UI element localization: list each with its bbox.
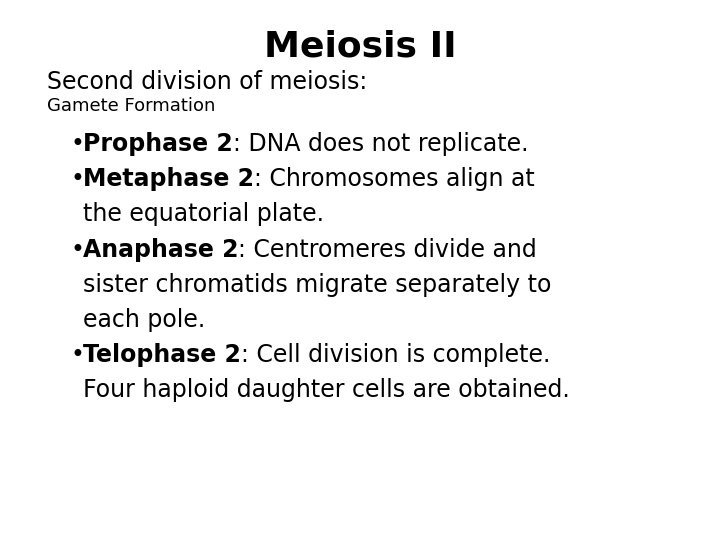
Text: •: •	[71, 167, 84, 191]
Text: : Cell division is complete.: : Cell division is complete.	[240, 343, 550, 367]
Text: : DNA does not replicate.: : DNA does not replicate.	[233, 132, 528, 156]
Text: Four haploid daughter cells are obtained.: Four haploid daughter cells are obtained…	[83, 378, 570, 402]
Text: •: •	[71, 238, 84, 261]
Text: the equatorial plate.: the equatorial plate.	[83, 202, 324, 226]
Text: Second division of meiosis:: Second division of meiosis:	[47, 70, 367, 94]
Text: sister chromatids migrate separately to: sister chromatids migrate separately to	[83, 273, 552, 296]
Text: each pole.: each pole.	[83, 308, 205, 332]
Text: Meiosis II: Meiosis II	[264, 30, 456, 64]
Text: •: •	[71, 132, 84, 156]
Text: •: •	[71, 343, 84, 367]
Text: : Centromeres divide and: : Centromeres divide and	[238, 238, 537, 261]
Text: : Chromosomes align at: : Chromosomes align at	[253, 167, 534, 191]
Text: Gamete Formation: Gamete Formation	[47, 97, 215, 115]
Text: Telophase 2: Telophase 2	[83, 343, 240, 367]
Text: Anaphase 2: Anaphase 2	[83, 238, 238, 261]
Text: Prophase 2: Prophase 2	[83, 132, 233, 156]
Text: Metaphase 2: Metaphase 2	[83, 167, 254, 191]
